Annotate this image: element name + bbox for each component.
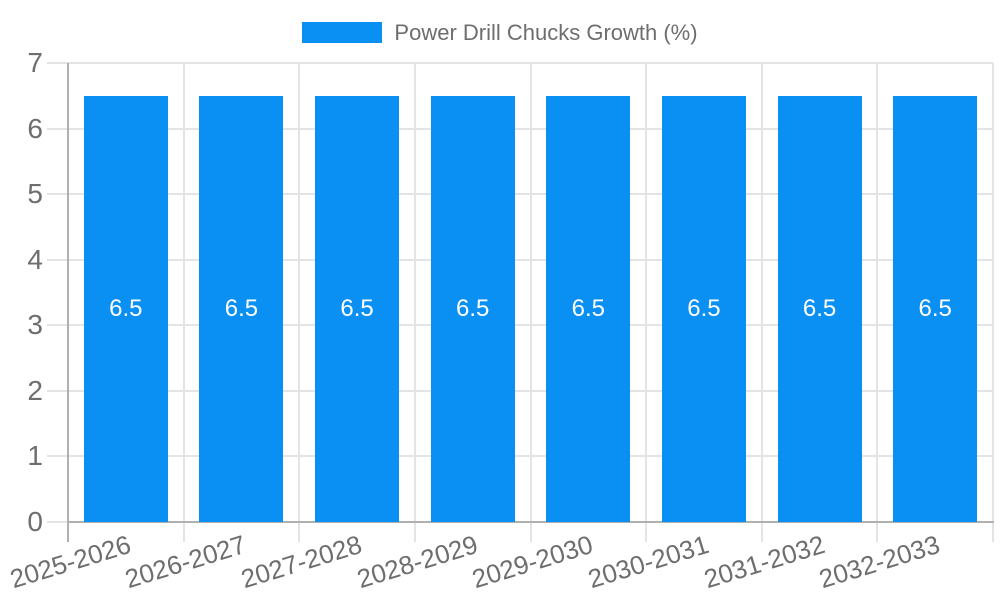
bar-value-label: 6.5 (109, 294, 143, 322)
v-gridline (760, 63, 763, 522)
legend-label: Power Drill Chucks Growth (%) (394, 20, 698, 45)
bar-value-label: 6.5 (687, 294, 721, 322)
h-gridline (47, 389, 993, 392)
bar-value-label: 6.5 (340, 294, 374, 322)
x-tick (529, 523, 532, 542)
bar[interactable]: 6.5 (546, 95, 631, 522)
x-tick (413, 523, 416, 542)
x-tick (645, 523, 648, 542)
x-axis-line (67, 521, 994, 523)
bar[interactable]: 6.5 (661, 95, 746, 522)
bar[interactable]: 6.5 (430, 95, 515, 522)
h-gridline (47, 258, 993, 261)
bar-value-label: 6.5 (918, 294, 952, 322)
y-tick-label: 3 (27, 309, 43, 341)
x-tick (876, 523, 879, 542)
y-axis-line (67, 63, 69, 542)
h-gridline (47, 127, 993, 130)
bar[interactable]: 6.5 (83, 95, 168, 522)
bar-value-label: 6.5 (802, 294, 837, 322)
x-tick (760, 523, 763, 542)
bar-value-label: 6.5 (224, 294, 259, 322)
v-gridline (876, 63, 879, 522)
x-tick (992, 523, 994, 542)
x-tick (298, 523, 301, 542)
y-tick-label: 7 (27, 47, 43, 78)
y-tick-label: 5 (27, 178, 43, 210)
v-gridline (992, 63, 994, 522)
h-gridline (47, 455, 993, 458)
x-tick (182, 523, 185, 542)
v-gridline (413, 63, 416, 522)
bar-value-label: 6.5 (456, 294, 490, 322)
y-tick-label: 0 (27, 506, 43, 537)
bar[interactable]: 6.5 (777, 95, 862, 522)
y-tick-label: 6 (27, 112, 43, 144)
bar[interactable]: 6.5 (315, 95, 400, 522)
legend[interactable]: Power Drill Chucks Growth (%) (0, 21, 1000, 44)
v-gridline (182, 63, 185, 522)
h-gridline (47, 193, 993, 196)
h-gridline (47, 324, 993, 327)
v-gridline (298, 63, 301, 522)
v-gridline (529, 63, 532, 522)
bar[interactable]: 6.5 (199, 95, 284, 522)
bar-value-label: 6.5 (571, 294, 605, 322)
bar[interactable]: 6.5 (893, 95, 978, 522)
y-tick-label: 2 (27, 374, 43, 406)
h-gridline (47, 62, 993, 64)
y-tick-label: 4 (27, 243, 43, 275)
y-tick-label: 1 (27, 440, 43, 472)
legend-swatch (302, 22, 383, 43)
v-gridline (645, 63, 648, 522)
